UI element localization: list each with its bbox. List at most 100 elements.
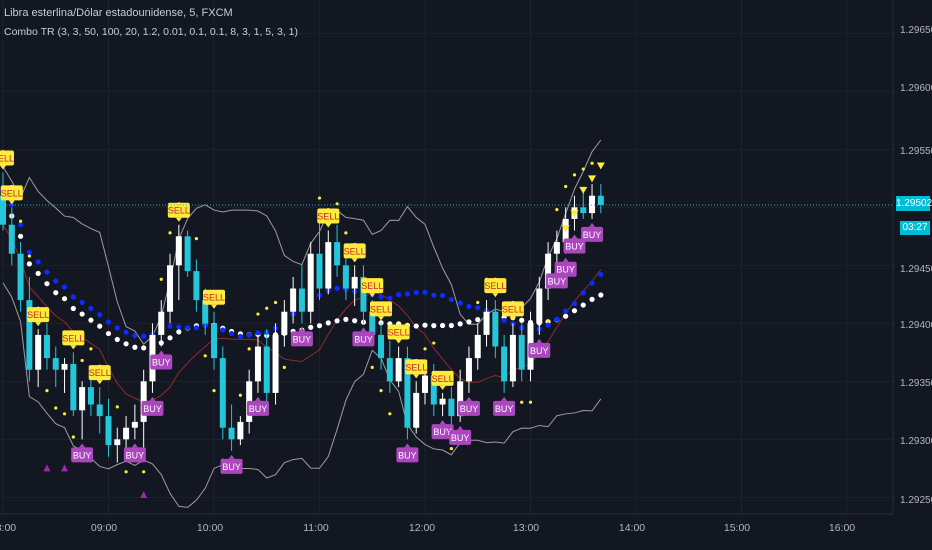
sar-dot — [18, 219, 23, 223]
signal-pointer — [158, 350, 165, 355]
sma-fast-dot — [132, 333, 138, 339]
countdown-badge: 03:27 — [900, 221, 930, 235]
candle-body — [35, 334, 42, 370]
sma-slow-dot — [334, 318, 340, 324]
sma-fast-dot — [422, 289, 428, 295]
sma-slow-dot — [88, 317, 94, 323]
sma-fast-dot — [167, 323, 173, 329]
time-tick: 15:00 — [723, 522, 751, 534]
signal-text: SELL — [168, 206, 190, 216]
sma-fast-dot — [61, 284, 68, 290]
candle-body — [589, 195, 596, 214]
sar-dot — [124, 470, 128, 474]
sar-dot — [80, 358, 84, 363]
price-tick: 1.29350 — [900, 378, 932, 389]
up-triangle — [140, 491, 148, 498]
signal-text: BUY — [152, 358, 171, 368]
candle-body — [228, 427, 235, 440]
signal-text: BUY — [451, 433, 470, 443]
band-lower — [2, 282, 602, 508]
sma-slow-dot — [17, 233, 24, 239]
current-price-badge: 1.29502 — [896, 196, 932, 211]
candle-body — [219, 358, 226, 428]
sma-fast-dot — [141, 333, 147, 339]
candle-body — [474, 334, 481, 359]
candle-body — [123, 427, 130, 440]
sma-fast-dot — [237, 333, 243, 339]
sell-signal-label: SELL — [27, 307, 49, 327]
sma-fast-dot — [475, 305, 481, 311]
candle-body — [237, 421, 244, 440]
sma-fast-dot — [439, 292, 446, 299]
sar-dot — [62, 412, 67, 416]
sar-dot — [449, 447, 453, 451]
signal-pointer — [0, 165, 6, 170]
sell-signal-label: SELL — [370, 301, 392, 321]
signal-box — [62, 330, 85, 346]
band-upper — [2, 139, 602, 345]
signal-box — [431, 370, 454, 386]
sma-fast-dot — [35, 259, 41, 265]
sar-dot — [572, 173, 577, 177]
candle-body — [87, 387, 94, 405]
signal-box — [501, 301, 524, 317]
sar-dot — [115, 405, 119, 409]
sma-fast-dot — [501, 317, 507, 324]
sma-slow-dot — [422, 322, 428, 328]
signal-text: SELL — [27, 310, 49, 320]
price-tick: 1.29650 — [900, 25, 932, 36]
buy-signal-label: BUY — [457, 396, 480, 416]
buy-signal-label: BUY — [352, 327, 375, 347]
candle-body — [0, 195, 6, 225]
candle-body — [465, 358, 472, 382]
signal-pointer — [404, 443, 411, 448]
candle-body — [193, 271, 200, 301]
buy-signal-label: BUY — [220, 454, 243, 474]
sma-slow-dot — [79, 311, 85, 317]
sma-fast-dot — [193, 325, 200, 331]
signal-text: SELL — [370, 304, 392, 314]
time-tick: 14:00 — [618, 522, 646, 534]
sell-signal-label: SELL — [484, 278, 507, 298]
signal-pointer — [562, 257, 569, 262]
signal-pointer — [96, 380, 103, 385]
price-tick: 1.29250 — [900, 495, 932, 506]
candle-body — [404, 358, 411, 428]
candle-body — [96, 404, 103, 417]
sell-signal-label: SELL — [405, 359, 427, 379]
signal-box — [449, 429, 472, 445]
candle-body — [334, 242, 341, 266]
sar-dot — [317, 196, 322, 200]
sma-fast-dot — [114, 325, 120, 331]
signal-box — [141, 400, 164, 416]
sar-dot — [203, 354, 207, 358]
signal-box — [352, 331, 375, 347]
sma-fast-dot — [334, 285, 340, 291]
signal-box — [545, 273, 568, 289]
signal-text: BUY — [143, 404, 162, 414]
sma-fast-dot — [571, 301, 578, 307]
sar-dot — [45, 389, 49, 393]
sma-slow-dot — [26, 261, 32, 267]
sma-fast-dot — [123, 329, 129, 335]
candle-body — [8, 224, 15, 254]
candle-body — [536, 288, 543, 324]
signal-box — [554, 261, 577, 277]
sar-dot — [282, 365, 286, 369]
sar-dot — [564, 184, 568, 189]
signal-text: BUY — [583, 230, 602, 240]
sma-fast-dots — [0, 187, 604, 339]
signal-pointer — [228, 454, 235, 459]
candle-body — [70, 363, 77, 411]
signal-pointer — [131, 443, 138, 448]
sar-dot — [528, 400, 533, 404]
indicator-legend[interactable]: Combo TR (3, 3, 50, 100, 20, 1.2, 0.01, … — [4, 26, 298, 38]
candle-body — [114, 439, 121, 446]
signal-pointer — [211, 304, 217, 309]
signal-box — [484, 278, 507, 294]
buy-signal-label: BUY — [493, 396, 516, 416]
candle-body — [272, 334, 279, 393]
signal-box — [563, 238, 586, 254]
candle-body — [457, 381, 464, 417]
